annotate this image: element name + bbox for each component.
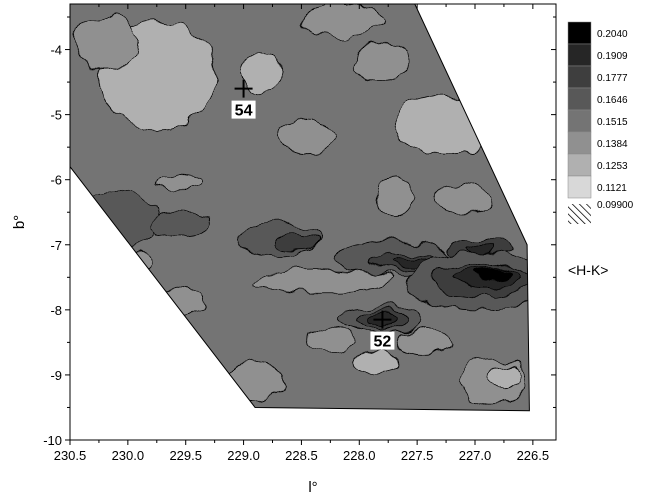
x-tick-label: 230.0 (112, 448, 145, 463)
x-tick-label: 229.5 (169, 448, 202, 463)
field-label: 54 (235, 103, 253, 120)
x-tick-label: 229.0 (227, 448, 260, 463)
contour-region (71, 16, 138, 70)
contour-region (156, 174, 204, 192)
legend-swatch (567, 43, 592, 67)
contour-region (274, 233, 317, 250)
contour-region (486, 364, 522, 392)
legend-label: 0.1384 (597, 139, 628, 150)
field-label-box (231, 100, 256, 119)
legend-swatch (567, 131, 592, 155)
x-tick-label: 226.5 (517, 448, 550, 463)
contour-region (306, 325, 354, 353)
x-tick-label: 228.0 (343, 448, 376, 463)
contour-region (353, 42, 412, 83)
legend-label: 0.1777 (597, 73, 628, 84)
legend-label: 0.1909 (597, 51, 628, 62)
contour-region (75, 189, 158, 249)
contour-region (239, 52, 283, 93)
y-axis-tick-labels: -4 -5 -6 -7 -8 -9 -10 (43, 43, 62, 448)
legend-swatch (567, 87, 592, 111)
field-label-box (370, 331, 395, 350)
contour-region (254, 268, 395, 293)
legend-title: <H-K> (568, 262, 608, 278)
contour-region (150, 213, 210, 238)
legend-swatch (567, 153, 592, 177)
map-region (70, 4, 530, 411)
legend-swatch (567, 21, 592, 45)
legend-swatch (567, 175, 592, 199)
y-axis-title: b° (11, 215, 28, 229)
contour-region (376, 176, 412, 216)
plot-frame (69, 3, 557, 441)
contour-region (353, 349, 401, 375)
x-tick-label: 228.5 (285, 448, 318, 463)
legend-swatch (567, 65, 592, 89)
contour-region (434, 182, 493, 216)
y-tick-label: -5 (50, 108, 62, 123)
legend-label: 0.1253 (597, 161, 628, 172)
legend-swatch-hatched (568, 204, 591, 224)
contour-region (393, 328, 453, 356)
contour-region (301, 4, 383, 37)
contour-region (474, 268, 511, 280)
axis-ticks (65, 4, 556, 445)
y-tick-label: -6 (50, 173, 62, 188)
y-tick-label: -10 (43, 433, 62, 448)
legend-label: 0.1515 (597, 117, 628, 128)
y-tick-label: -4 (50, 43, 62, 58)
legend-swatch (567, 109, 592, 133)
contour-region (393, 94, 499, 155)
x-axis-tick-labels: 230.5 230.0 229.5 229.0 228.5 228.0 227.5 227.0… (54, 448, 549, 463)
x-axis-title: l° (308, 479, 317, 496)
y-tick-label: -8 (50, 303, 62, 318)
legend-label: 0.1646 (597, 95, 628, 106)
field-markers: 54 52 (231, 79, 395, 351)
contour-region (277, 120, 337, 155)
y-tick-label: -9 (50, 368, 62, 383)
y-tick-label: -7 (50, 238, 62, 253)
x-tick-label: 227.0 (459, 448, 492, 463)
x-tick-label: 230.5 (54, 448, 87, 463)
contour-region (144, 286, 204, 321)
x-tick-label: 227.5 (401, 448, 434, 463)
color-legend: 0.2040 0.1909 0.1777 0.1646 0.1515 0.1384 0.12… (567, 21, 634, 224)
legend-label: 0.2040 (597, 29, 628, 40)
legend-label: 0.1121 (597, 183, 627, 194)
legend-label: 0.09900 (597, 200, 634, 211)
field-label: 52 (374, 334, 392, 351)
